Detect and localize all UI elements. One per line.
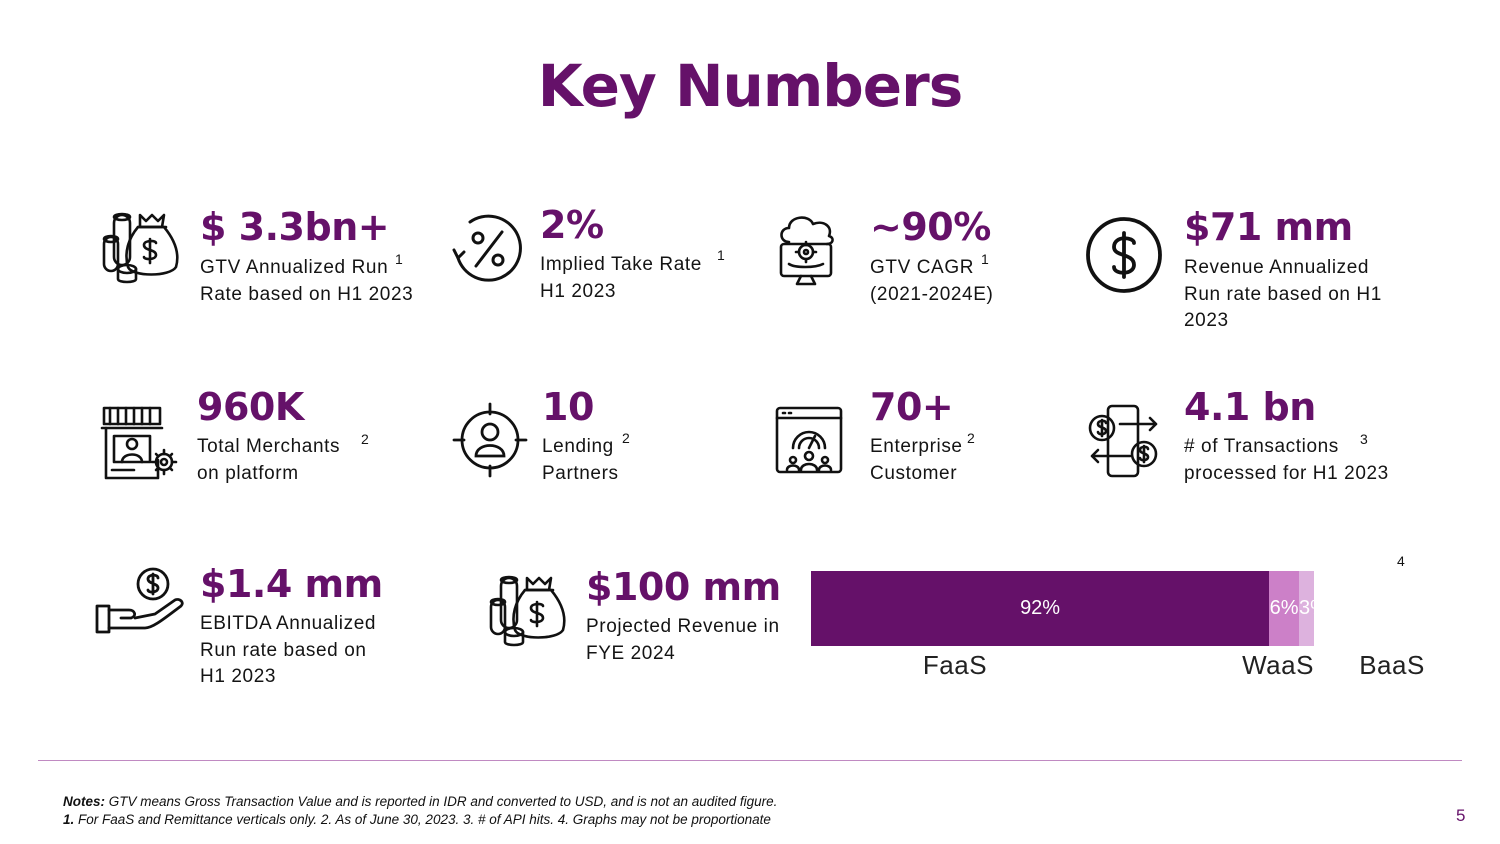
footnote-mark: 3	[1360, 431, 1368, 447]
metric-description: # of Transactions processed for H1 2023	[1184, 434, 1389, 487]
money-bag-coins-icon	[487, 568, 569, 648]
metric-value: $71 mm	[1184, 205, 1353, 249]
bar-value-label: 3%	[1299, 597, 1328, 619]
footnote-mark: 2	[361, 431, 369, 447]
notes-label: Notes:	[63, 794, 106, 809]
metric-description: Lending Partners	[542, 434, 619, 487]
category-label: FaaS	[922, 650, 988, 680]
bar-value-label: 6%	[1269, 597, 1299, 619]
bar-segment-faas	[811, 571, 1270, 646]
metric-desc-line: H1 2023	[200, 666, 277, 687]
notes-text: GTV means Gross Transaction Value and is…	[105, 794, 778, 809]
metric-desc-line: Total Merchants	[197, 436, 341, 457]
metric-value: $ 3.3bn+	[200, 205, 390, 249]
metric-desc-line: Run rate based on H1	[1184, 283, 1382, 305]
footnote-mark: 1	[717, 247, 725, 263]
metric-desc-line: Rate based on H1 2023	[200, 283, 414, 305]
footnote-mark: 1	[395, 251, 403, 267]
metric-description: Implied Take Rate H1 2023	[540, 252, 702, 305]
category-label: BaaS	[1359, 650, 1425, 680]
metric-desc-line: Enterprise	[870, 436, 963, 457]
metric-description: Projected Revenue in FYE 2024	[586, 614, 780, 667]
metric-desc-line: processed for H1 2023	[1184, 462, 1389, 484]
page-title: Key Numbers	[537, 52, 964, 120]
metric-desc-line: FYE 2024	[586, 642, 676, 664]
dashboard-audience-icon	[775, 406, 843, 476]
metric-description: Revenue Annualized Run rate based on H1 …	[1184, 255, 1382, 335]
metric-description: GTV Annualized Run Rate based on H1 2023	[200, 255, 413, 308]
metric-value: $100 mm	[586, 565, 781, 609]
dollar-circle-icon	[1084, 215, 1164, 295]
bar-value-label: 92%	[1020, 597, 1061, 619]
metric-value: 10	[542, 385, 594, 429]
notes-text: For FaaS and Remittance verticals only. …	[74, 811, 771, 827]
money-bag-coins-icon	[100, 205, 182, 285]
metric-desc-line: # of Transactions	[1184, 436, 1339, 457]
metric-value: 2%	[540, 203, 604, 247]
metric-description: Enterprise Customer	[870, 434, 963, 487]
metric-desc-line: Revenue Annualized	[1184, 257, 1370, 278]
metric-desc-line: Implied Take Rate	[540, 254, 702, 275]
metric-desc-line: GTV CAGR	[870, 257, 975, 278]
bar-segment-baas	[1299, 571, 1314, 646]
metric-value: 70+	[870, 385, 954, 429]
metric-desc-line: 2023	[1184, 310, 1229, 331]
footnote-mark: 1	[981, 251, 989, 267]
metric-desc-line: H1 2023	[540, 280, 617, 302]
cloud-gear-monitor-icon	[775, 212, 839, 290]
metric-desc-line: Run rate based on	[200, 639, 367, 661]
metric-description: GTV CAGR (2021-2024E)	[870, 255, 993, 308]
storefront-gear-icon	[100, 400, 182, 482]
metric-desc-line: Partners	[542, 462, 619, 484]
category-label: WaaS	[1242, 650, 1314, 680]
metric-desc-line: Projected Revenue in	[586, 616, 780, 637]
footnote-mark: 2	[967, 430, 975, 446]
notes-line-1: Notes: GTV means Gross Transaction Value…	[63, 793, 777, 811]
footnote-mark: 2	[622, 430, 630, 446]
footer-divider	[38, 760, 1462, 761]
percent-cycle-icon	[450, 210, 526, 286]
target-person-icon	[452, 402, 528, 478]
metric-value: $1.4 mm	[200, 562, 383, 606]
notes-number: 1.	[63, 811, 75, 827]
metric-value: ~90%	[870, 205, 991, 249]
page-number: 5	[1456, 806, 1466, 825]
metric-desc-line: Customer	[870, 462, 958, 484]
metric-value: 960K	[197, 385, 304, 429]
notes-line-2: 1. For FaaS and Remittance verticals onl…	[63, 811, 777, 829]
footer-notes: Notes: GTV means Gross Transaction Value…	[63, 793, 777, 828]
metric-desc-line: (2021-2024E)	[870, 283, 994, 305]
metric-desc-line: EBITDA Annualized	[200, 613, 377, 634]
chart-footnote-mark: 4	[1397, 553, 1405, 569]
hand-coin-icon	[95, 566, 185, 638]
bar-segment-waas	[1269, 571, 1300, 646]
metric-description: EBITDA Annualized Run rate based on H1 2…	[200, 611, 376, 691]
metric-desc-line: Lending	[542, 436, 614, 457]
metric-desc-line: on platform	[197, 462, 299, 484]
phone-transfer-icon	[1086, 402, 1164, 482]
metric-desc-line: GTV Annualized Run	[200, 257, 389, 278]
metric-description: Total Merchants on platform	[197, 434, 340, 487]
metric-value: 4.1 bn	[1184, 385, 1316, 429]
